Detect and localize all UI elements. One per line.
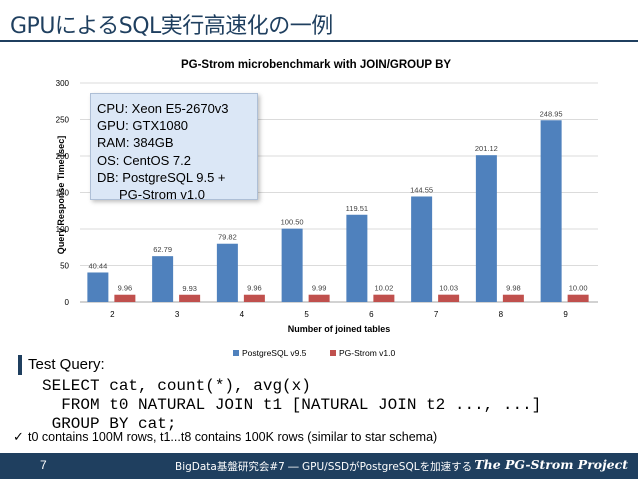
query-marker [18,355,22,375]
system-spec-box: CPU: Xeon E5-2670v3 GPU: GTX1080 RAM: 38… [90,93,258,203]
brand-logo: The PG-Strom Project [474,457,628,472]
spec-pgstrom: PG-Strom v1.0 [119,187,205,203]
bar-pgstrom [502,294,524,302]
slide-title: GPUによるSQL実行高速化の一例 [10,14,333,39]
bar-postgresql [87,272,109,302]
y-tick-label: 200 [56,152,70,161]
spec-db: DB: PostgreSQL 9.5 + [97,169,226,185]
data-label: 9.96 [118,284,133,293]
y-tick-label: 250 [56,116,70,125]
data-label: 10.00 [569,284,588,293]
query-line-3: GROUP BY cat; [42,415,177,433]
x-tick-label: 7 [434,310,439,319]
legend-label: PostgreSQL v9.5 [242,348,307,358]
query-heading: Test Query: [28,356,105,373]
y-tick-label: 50 [60,262,69,271]
bar-pgstrom [373,294,395,302]
data-label: 62.79 [153,245,172,254]
y-axis-label: Query Response Time [sec] [56,136,66,254]
page-number: 7 [40,458,47,472]
bar-pgstrom [114,294,136,302]
x-tick-label: 8 [499,310,504,319]
data-label: 40.44 [88,261,107,270]
legend-swatch [330,350,336,356]
y-tick-label: 300 [56,79,70,88]
data-label: 10.02 [374,284,393,293]
bar-pgstrom [438,294,460,302]
data-label: 100.50 [281,218,304,227]
data-label: 9.98 [506,284,521,293]
bar-postgresql [281,228,303,302]
data-label: 9.93 [182,284,197,293]
spec-os: OS: CentOS 7.2 [97,152,191,168]
footer-bar: 7 BigData基盤研究会#7 ― GPU/SSDがPostgreSQLを加速… [0,453,638,479]
x-tick-label: 4 [240,310,245,319]
bar-chart: PG-Strom microbenchmark with JOIN/GROUP … [56,59,598,358]
query-line-2: FROM t0 NATURAL JOIN t1 [NATURAL JOIN t2… [42,396,542,414]
spec-cpu: CPU: Xeon E5-2670v3 [97,101,229,116]
y-tick-label: 150 [56,189,70,198]
data-label: 248.95 [540,109,563,118]
x-axis-label: Number of joined tables [288,324,391,334]
query-line-1: SELECT cat, count(*), avg(x) [42,377,311,395]
x-tick-label: 6 [369,310,374,319]
bar-postgresql [152,256,174,302]
bar-postgresql [540,120,562,302]
bar-postgresql [346,214,368,302]
data-label: 144.55 [410,185,433,194]
bar-pgstrom [308,294,330,302]
spec-ram: RAM: 384GB [97,135,174,151]
bar-postgresql [411,196,433,302]
data-label: 119.51 [346,204,368,213]
query-note: t0 contains 100M rows, t1...t8 contains … [28,430,438,444]
x-tick-label: 2 [110,310,115,319]
x-tick-label: 5 [304,310,309,319]
y-tick-label: 100 [56,225,70,234]
spec-gpu: GPU: GTX1080 [97,118,189,134]
footer-text: BigData基盤研究会#7 ― GPU/SSDがPostgreSQLを加速する [175,461,473,473]
data-label: 79.82 [218,233,237,242]
chart-title: PG-Strom microbenchmark with JOIN/GROUP … [181,59,451,71]
legend-swatch [233,350,239,356]
y-tick-label: 0 [65,298,70,307]
bar-postgresql [216,243,238,302]
legend-label: PG-Strom v1.0 [339,348,395,358]
bar-pgstrom [567,294,589,302]
data-label: 201.12 [475,144,498,153]
checkmark-icon: ✓ [13,429,24,444]
bar-pgstrom [243,294,265,302]
data-label: 10.03 [439,284,458,293]
title-divider [0,40,638,42]
bar-pgstrom [179,294,201,302]
x-tick-label: 3 [175,310,180,319]
data-label: 9.96 [247,284,262,293]
x-tick-label: 9 [563,310,568,319]
data-label: 9.99 [312,284,327,293]
bar-postgresql [475,155,497,302]
